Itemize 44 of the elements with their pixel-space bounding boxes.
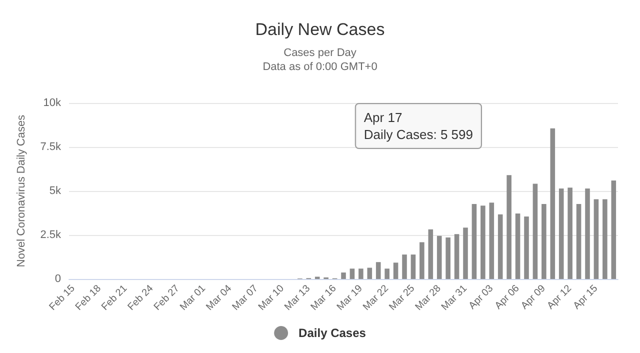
y-tick-label: 2.5k — [40, 229, 62, 241]
y-tick-label: 0 — [54, 273, 61, 285]
bar — [402, 254, 407, 279]
bar — [350, 268, 355, 279]
bar — [384, 268, 390, 279]
bar — [602, 199, 608, 279]
y-tick-label: 10k — [43, 97, 62, 109]
bar — [420, 242, 424, 279]
bar — [532, 184, 538, 279]
bar — [454, 234, 460, 279]
bar — [341, 272, 346, 279]
bar — [550, 128, 556, 279]
bar — [428, 229, 434, 279]
legend-label: Daily Cases — [298, 326, 366, 340]
annotation: Apr 17 Daily Cases: 5 599 — [364, 110, 474, 142]
bar — [376, 262, 381, 279]
bar — [558, 188, 564, 279]
bar — [542, 204, 546, 279]
bar — [498, 214, 503, 279]
chart-subtitle: Cases per Day Data as of 0:00 GMT+0 — [262, 47, 378, 73]
bar — [358, 268, 364, 279]
bar — [367, 268, 372, 279]
chart-title: Daily New Cases — [255, 20, 385, 39]
bar — [506, 175, 512, 279]
y-tick-label: 7.5k — [40, 141, 62, 153]
bar — [393, 262, 398, 279]
bar — [489, 202, 494, 279]
bar — [463, 228, 468, 279]
bar — [446, 237, 450, 279]
bar — [524, 216, 529, 279]
x-tick-label: Apr 06 — [493, 282, 522, 312]
bar — [594, 199, 599, 279]
bar — [611, 180, 616, 279]
bar — [576, 204, 582, 279]
bar — [585, 188, 590, 279]
bar — [480, 206, 486, 279]
bar — [515, 214, 520, 279]
y-axis-title: Novel Coronavirus Daily Cases — [16, 114, 28, 268]
bar — [568, 188, 572, 279]
x-tick-label: Apr 15 — [572, 282, 600, 312]
bar — [436, 236, 442, 279]
bar — [410, 254, 416, 279]
bar — [472, 204, 477, 279]
y-tick-label: 5k — [49, 185, 62, 197]
